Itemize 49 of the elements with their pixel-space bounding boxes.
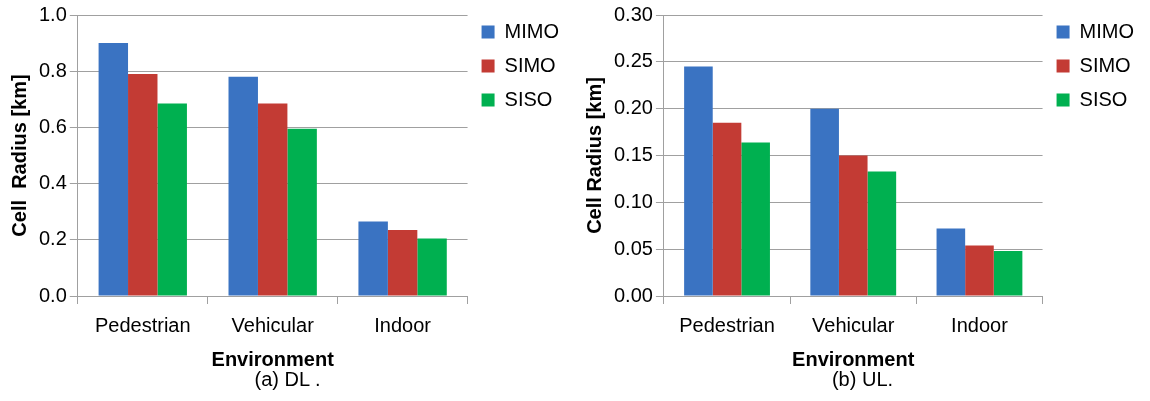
- x-tick-label: Pedestrian: [94, 313, 191, 336]
- y-tick-label: 0.15: [613, 143, 653, 166]
- text: (a) DL .: [253, 368, 322, 391]
- bar: [936, 228, 966, 296]
- bar: [810, 108, 839, 296]
- legend-label: SISO: [504, 87, 553, 110]
- y-tick-label: 0.30: [613, 2, 653, 25]
- y-tick-label: 0.8: [38, 58, 67, 81]
- bar: [867, 171, 897, 296]
- legend-label: MIMO: [504, 19, 559, 42]
- y-axis-title: Cell Radius [km]: [582, 77, 605, 234]
- y-tick-label: 0.0: [38, 283, 67, 306]
- y-tick-label: 0.05: [613, 236, 653, 259]
- y-tick-label: 0.2: [38, 227, 67, 250]
- y-tick-label: 1.0: [38, 2, 67, 25]
- x-tick-label: Pedestrian: [679, 313, 775, 336]
- y-tick-label: 0.25: [613, 49, 653, 72]
- bar: [358, 221, 388, 296]
- bar: [993, 251, 1023, 296]
- bar: [684, 66, 713, 296]
- y-tick-label: 0.00: [613, 283, 653, 306]
- text: (b) UL.: [830, 368, 895, 391]
- y-axis-title: Cell Radius [km]: [7, 74, 30, 237]
- y-tick-label: 0.4: [38, 171, 67, 194]
- legend-label: MIMO: [1079, 19, 1134, 42]
- y-tick-label: 0.10: [613, 189, 653, 212]
- legend-label: SIMO: [504, 53, 556, 76]
- bar: [838, 155, 868, 296]
- y-tick-label: 0.20: [613, 96, 653, 119]
- x-tick-label: Indoor: [374, 313, 432, 336]
- legend-label: SISO: [1079, 87, 1128, 110]
- x-axis-title: Environment: [211, 347, 335, 370]
- x-tick-label: Indoor: [951, 313, 1009, 336]
- bar: [387, 229, 418, 296]
- bar: [287, 128, 317, 296]
- bar: [157, 103, 187, 296]
- legend-label: SIMO: [1079, 53, 1131, 76]
- bar: [741, 142, 770, 296]
- bar: [98, 43, 129, 296]
- bar: [417, 238, 447, 296]
- bar: [257, 103, 288, 296]
- bar: [128, 74, 158, 296]
- bar: [712, 122, 742, 296]
- y-tick-label: 0.6: [38, 114, 67, 137]
- bar: [228, 76, 258, 296]
- x-tick-label: Vehicular: [231, 313, 315, 336]
- bar: [965, 245, 994, 296]
- x-tick-label: Vehicular: [812, 313, 895, 336]
- x-axis-title: Environment: [792, 347, 915, 370]
